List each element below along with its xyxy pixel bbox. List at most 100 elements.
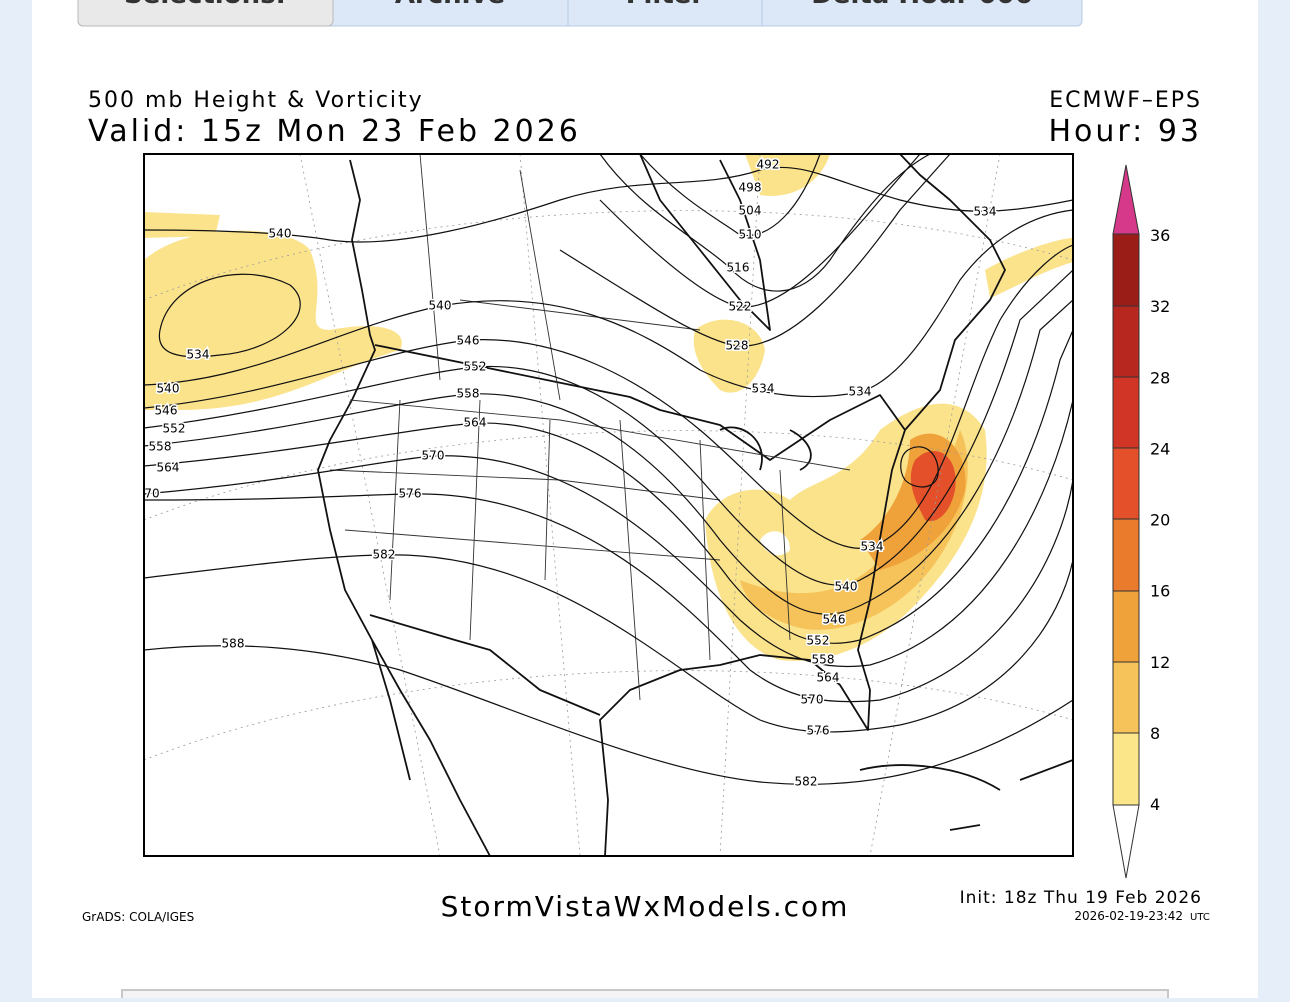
contour bbox=[144, 399, 1073, 668]
shading bbox=[144, 212, 220, 238]
contour-label: 540 bbox=[835, 580, 858, 594]
colorbar-bin bbox=[1112, 590, 1140, 663]
shading bbox=[745, 154, 830, 196]
shading bbox=[910, 451, 956, 522]
tab-active[interactable] bbox=[77, 0, 334, 27]
contour bbox=[144, 269, 1073, 586]
colorbar-label: 4 bbox=[1150, 795, 1160, 814]
contour-label: 564 bbox=[464, 416, 487, 430]
contour-label: 498 bbox=[739, 181, 762, 195]
tab[interactable]: Selections: bbox=[124, 0, 286, 10]
contour-label: 540 bbox=[269, 227, 292, 241]
colorbar-label: 20 bbox=[1150, 511, 1170, 530]
great-lakes bbox=[719, 426, 812, 471]
colorbar-labels: 36 32 28 24 20 16 12 8 4 bbox=[1150, 226, 1170, 814]
contour bbox=[900, 446, 939, 488]
contour-label: 522 bbox=[729, 300, 752, 314]
colorbar-label: 32 bbox=[1150, 297, 1170, 316]
contour-label: 564 bbox=[157, 461, 180, 475]
shading bbox=[740, 430, 968, 630]
contour-label: 552 bbox=[807, 634, 830, 648]
shading bbox=[985, 238, 1073, 298]
contour-label: 564 bbox=[817, 671, 840, 685]
contour-label: 492 bbox=[757, 158, 780, 172]
contour bbox=[144, 244, 1073, 549]
valid-time: Valid: 15z Mon 23 Feb 2026 bbox=[88, 114, 581, 149]
timezone: UTC bbox=[1190, 912, 1210, 923]
longitude bbox=[869, 154, 1001, 856]
contour bbox=[599, 154, 921, 308]
contour-label: 516 bbox=[727, 261, 750, 275]
contour-label: 546 bbox=[457, 334, 480, 348]
tabs: Selections: Archive Filter Delta Hour 00… bbox=[77, 0, 1083, 27]
map-title: 500 mb Height & Vorticity bbox=[88, 88, 424, 113]
contour bbox=[144, 209, 1073, 398]
latitude bbox=[144, 430, 1073, 521]
colorbar-label: 12 bbox=[1150, 653, 1170, 672]
contour-label: 534 bbox=[187, 348, 210, 362]
contour-label: 552 bbox=[464, 360, 487, 374]
us-mexico-border bbox=[369, 614, 601, 716]
contour bbox=[599, 154, 931, 292]
colorbar-bin bbox=[1112, 305, 1140, 378]
contour-label: 540 bbox=[157, 382, 180, 396]
map-frame bbox=[143, 153, 1074, 857]
init-time: Init: 18z Thu 19 Feb 2026 bbox=[960, 888, 1202, 908]
shading bbox=[144, 230, 402, 410]
lower-box bbox=[121, 989, 1169, 1002]
contour bbox=[144, 645, 1073, 785]
contour-label: 558 bbox=[457, 387, 480, 401]
contour-label: 534 bbox=[849, 385, 872, 399]
contour bbox=[144, 479, 1073, 703]
credit: GrADS: COLA/IGES bbox=[82, 910, 194, 924]
colorbar-bin bbox=[1112, 518, 1140, 592]
graticule bbox=[144, 154, 1073, 856]
contour-label: 576 bbox=[807, 724, 830, 738]
contour bbox=[158, 273, 301, 358]
contour-label: 558 bbox=[149, 440, 172, 454]
colorbar-label: 24 bbox=[1150, 439, 1170, 458]
contour-labels: 492 498 504 510 516 522 528 534 534 534 534 540 546 5… bbox=[144, 156, 998, 790]
contour-label: 534 bbox=[974, 205, 997, 219]
latitude bbox=[144, 210, 1073, 301]
borders bbox=[317, 154, 1073, 856]
model-name: ECMWF–EPS bbox=[1049, 88, 1202, 113]
map: 492 498 504 510 516 522 528 534 534 534 534 540 546 5… bbox=[144, 154, 1073, 856]
coastline bbox=[317, 154, 1006, 856]
province-lines bbox=[419, 154, 701, 401]
colorbar-label: 36 bbox=[1150, 226, 1170, 245]
forecast-hour: Hour: 93 bbox=[1048, 114, 1202, 149]
contour-label: 510 bbox=[739, 228, 762, 242]
colorbar-bin bbox=[1112, 661, 1140, 734]
us-canada-border bbox=[374, 344, 906, 461]
site-name: StormVistaWxModels.com bbox=[441, 890, 850, 923]
colorbar-label: 16 bbox=[1150, 582, 1170, 601]
contour-label: 534 bbox=[861, 540, 884, 554]
colorbar-bottom bbox=[1112, 804, 1140, 879]
coastline bbox=[639, 154, 771, 331]
tab[interactable]: Archive bbox=[395, 0, 505, 10]
contour bbox=[144, 329, 1073, 644]
tab[interactable]: Filter bbox=[626, 0, 705, 10]
colorbar-bin bbox=[1112, 447, 1140, 520]
tab[interactable]: Delta Hour 006 bbox=[811, 0, 1032, 10]
latitude bbox=[144, 670, 1073, 761]
contour bbox=[639, 154, 821, 237]
colorbar-label: 28 bbox=[1150, 368, 1170, 387]
contour-label: 546 bbox=[155, 404, 178, 418]
contour bbox=[144, 166, 1073, 243]
contour bbox=[144, 299, 1073, 615]
contour-label: 582 bbox=[373, 548, 396, 562]
height-contours bbox=[144, 154, 1073, 785]
contour-label: 576 bbox=[399, 487, 422, 501]
contour-label: 546 bbox=[823, 613, 846, 627]
contour-label: 540 bbox=[429, 299, 452, 313]
contour-label: 70 bbox=[144, 487, 159, 501]
timestamp: 2026-02-19-23:42 bbox=[1074, 909, 1183, 923]
contour-label: 534 bbox=[752, 382, 775, 396]
contour-label: 582 bbox=[795, 775, 818, 789]
contour-label: 504 bbox=[739, 204, 762, 218]
colorbar-bin bbox=[1112, 376, 1140, 449]
